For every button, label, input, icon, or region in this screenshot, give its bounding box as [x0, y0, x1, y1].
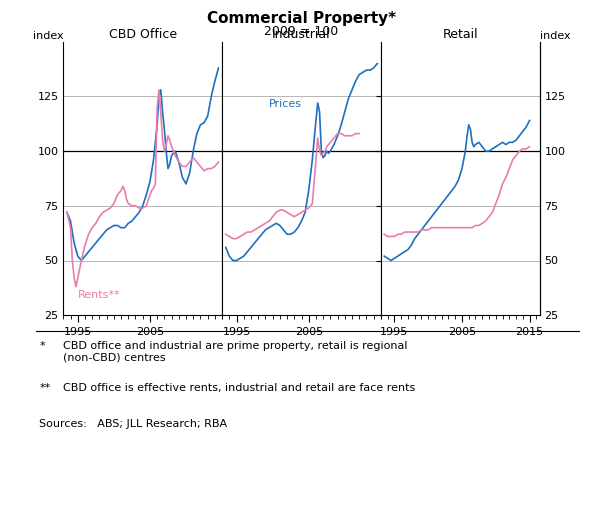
- Title: Retail: Retail: [443, 28, 478, 41]
- Title: CBD Office: CBD Office: [109, 28, 177, 41]
- Text: Prices: Prices: [269, 100, 302, 109]
- Text: CBD office and industrial are prime property, retail is regional
(non-CBD) centr: CBD office and industrial are prime prop…: [63, 341, 408, 363]
- Title: Industrial: Industrial: [272, 28, 331, 41]
- Text: Sources:   ABS; JLL Research; RBA: Sources: ABS; JLL Research; RBA: [39, 419, 227, 429]
- Text: Commercial Property*: Commercial Property*: [207, 11, 396, 27]
- Text: CBD office is effective rents, industrial and retail are face rents: CBD office is effective rents, industria…: [63, 383, 415, 393]
- Text: **: **: [39, 383, 51, 393]
- Text: *: *: [39, 341, 45, 351]
- Text: index: index: [540, 31, 570, 41]
- Text: 2009 = 100: 2009 = 100: [264, 25, 339, 38]
- Text: Rents**: Rents**: [78, 290, 121, 300]
- Text: index: index: [33, 31, 63, 41]
